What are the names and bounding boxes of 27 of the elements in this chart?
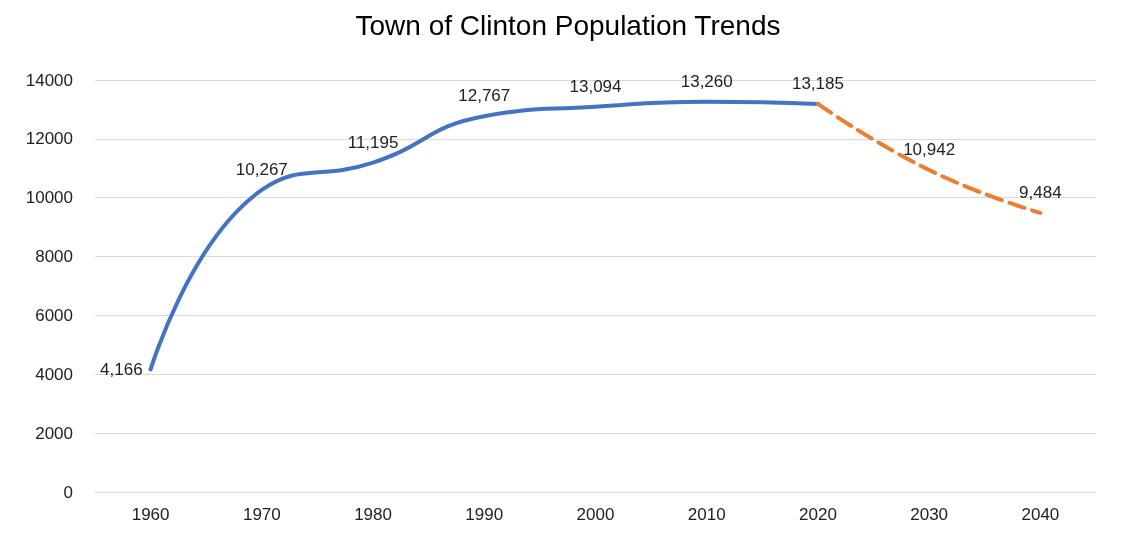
y-tick-label: 8000 xyxy=(35,247,73,267)
data-label: 9,484 xyxy=(1019,182,1062,202)
y-tick-label: 14000 xyxy=(25,70,73,90)
data-label: 12,767 xyxy=(458,86,511,106)
y-tick-label: 12000 xyxy=(25,129,73,149)
data-label: 13,185 xyxy=(791,73,844,93)
y-tick-label: 6000 xyxy=(35,305,73,325)
x-tick-label: 2040 xyxy=(1021,505,1060,524)
chart-title: Town of Clinton Population Trends xyxy=(355,9,781,41)
data-label: 4,166 xyxy=(100,359,143,379)
x-tick-label: 1980 xyxy=(354,505,392,524)
y-tick-label: 2000 xyxy=(35,423,73,443)
x-tick-label: 2030 xyxy=(910,505,949,524)
data-label: 10,267 xyxy=(235,159,288,179)
data-label: 10,942 xyxy=(903,139,956,159)
y-tick-label: 0 xyxy=(63,482,73,502)
x-tick-label: 2020 xyxy=(799,505,837,524)
y-tick-label: 4000 xyxy=(35,364,73,384)
x-tick-label: 2010 xyxy=(687,505,726,524)
x-tick-label: 1990 xyxy=(465,505,504,524)
x-tick-label: 1960 xyxy=(131,505,170,524)
data-label: 13,260 xyxy=(680,71,733,91)
data-label: 13,094 xyxy=(569,76,622,96)
y-tick-label: 10000 xyxy=(25,188,73,208)
x-tick-label: 2000 xyxy=(576,505,615,524)
x-tick-label: 1970 xyxy=(242,505,281,524)
data-label: 11,195 xyxy=(347,132,399,152)
